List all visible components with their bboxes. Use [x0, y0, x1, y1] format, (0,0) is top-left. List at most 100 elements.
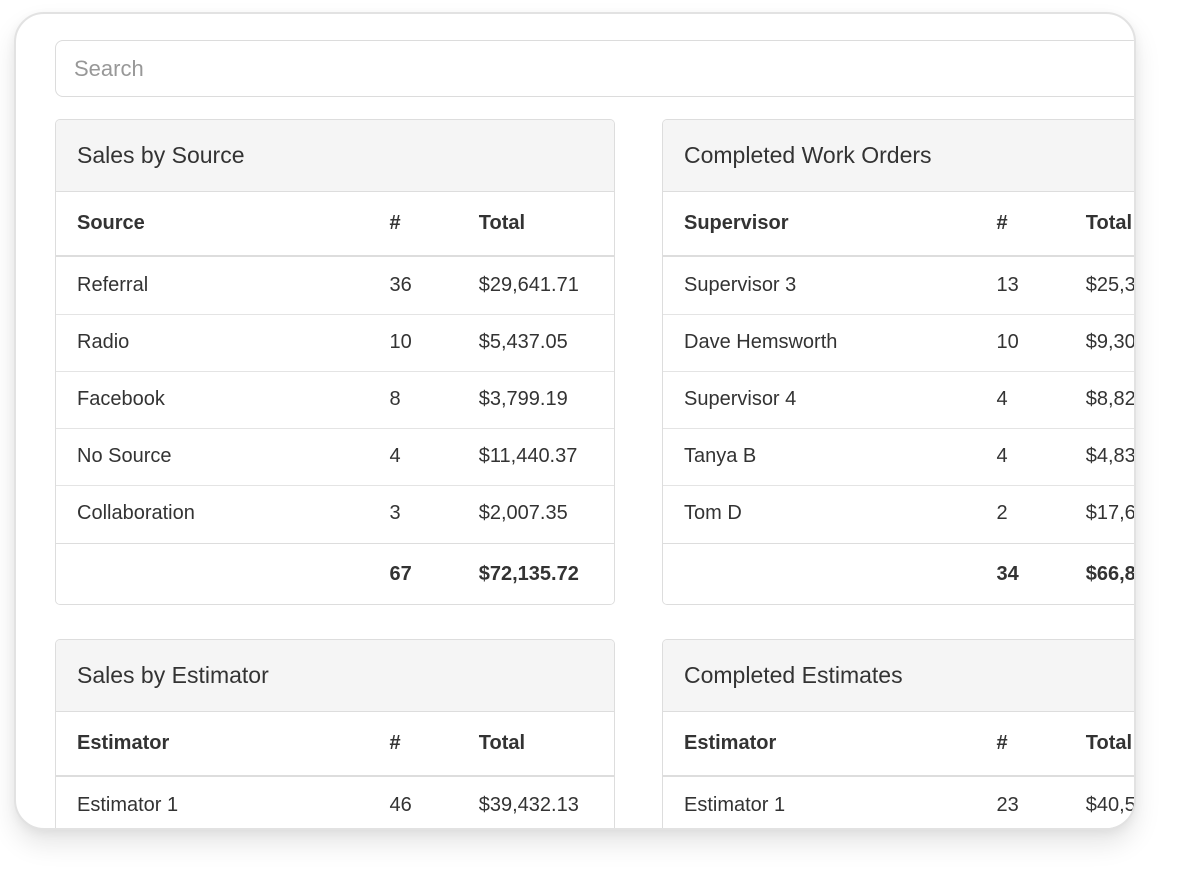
total-amount: $72,135.72: [478, 562, 579, 585]
cell-count: 10: [368, 314, 458, 372]
cell-count: 4: [975, 371, 1065, 429]
cell-total[interactable]: $29,641.71: [457, 257, 614, 315]
table-body-sales-by-estimator: Estimator 1 46 $39,432.13: [56, 777, 614, 828]
table-total-row: 67 $72,135.72: [56, 544, 614, 604]
total-count: 34: [996, 562, 1019, 585]
column-header-total[interactable]: Total: [457, 712, 614, 777]
column-header-total[interactable]: Total: [457, 192, 614, 257]
table-row[interactable]: Dave Hemsworth 10 $9,305.00: [663, 314, 1134, 372]
panel-title: Completed Estimates: [684, 662, 903, 688]
table-row[interactable]: Estimator 1 46 $39,432.13: [56, 777, 614, 828]
cell-count: 4: [368, 428, 458, 486]
cell-name: Estimator 1: [684, 794, 786, 816]
table-row[interactable]: Tanya B 4 $4,831.25: [663, 428, 1134, 486]
table-header-row: Estimator # Total: [663, 712, 1134, 777]
table-row[interactable]: Radio 10 $5,437.05: [56, 314, 614, 372]
table-body-completed-estimates: Estimator 1 23 $40,562.00: [663, 777, 1136, 828]
cell-count: 2: [996, 502, 1008, 525]
column-header-name[interactable]: Estimator: [56, 712, 369, 777]
panel-body: Estimator # Total Estimator 1: [663, 712, 1136, 828]
cell-total[interactable]: $8,825.40: [1064, 371, 1134, 429]
cell-count: 4: [975, 428, 1065, 486]
search-row: [55, 40, 1134, 97]
panel-body: Estimator # Total Estimator 1: [56, 712, 614, 828]
cell-count: 46: [389, 794, 412, 816]
app-content: Sales by Source Source # Total: [16, 14, 1136, 828]
cell-total[interactable]: $3,799.19: [457, 371, 614, 429]
table-body-sales-by-source: Referral 36 $29,641.71 Radio 10 $5,437.0…: [56, 257, 614, 542]
cell-total[interactable]: $39,432.13: [478, 794, 579, 816]
cell-name: Estimator 1: [77, 794, 179, 816]
panel-completed-estimates: Completed Estimates Estimator # Total: [662, 639, 1136, 828]
table-scroll-area[interactable]: Supervisor 3 13 $25,337.25 Dave Hemswort…: [663, 257, 1136, 544]
cell-name: Supervisor 4: [663, 371, 976, 429]
cell-count: 13: [975, 257, 1065, 315]
cell-name: Radio: [56, 314, 369, 372]
column-header-total[interactable]: Total: [1064, 192, 1134, 257]
table-row[interactable]: Supervisor 4 4 $8,825.40: [663, 371, 1134, 429]
column-header-total[interactable]: Total: [1064, 712, 1134, 777]
cell-total[interactable]: $2,007.35: [478, 502, 568, 525]
table-head-completed-estimates: Estimator # Total: [663, 712, 1134, 777]
panel-sales-by-source: Sales by Source Source # Total: [55, 119, 615, 605]
table-row[interactable]: Collaboration 3 $2,007.35: [56, 485, 614, 542]
panel-heading: Completed Estimates: [663, 640, 1134, 712]
cell-total[interactable]: $11,440.37: [457, 428, 614, 486]
panel-title: Sales by Estimator: [77, 662, 269, 688]
cell-total[interactable]: $4,831.25: [1064, 428, 1134, 486]
cell-name: Referral: [56, 257, 369, 315]
cell-count: 10: [975, 314, 1065, 372]
panel-body: Supervisor # Total Supervisor 3: [663, 192, 1136, 604]
search-input[interactable]: [55, 40, 1134, 97]
column-header-name[interactable]: Supervisor: [663, 192, 976, 257]
cell-name: Supervisor 3: [663, 257, 976, 315]
table-footer-completed-work-orders: 34 $66,883.15: [663, 544, 1136, 604]
total-amount: $66,883.15: [1085, 562, 1136, 585]
table-total-row: 34 $66,883.15: [663, 544, 1136, 604]
table-row[interactable]: Facebook 8 $3,799.19: [56, 371, 614, 429]
panel-heading: Sales by Estimator: [56, 640, 614, 712]
total-count: 67: [389, 562, 412, 585]
table-head-completed-work-orders: Supervisor # Total: [663, 192, 1134, 257]
total-label: [663, 544, 975, 604]
dashboard-panel-grid: Sales by Source Source # Total: [55, 119, 1136, 828]
panel-title: Completed Work Orders: [684, 142, 932, 168]
table-scroll-area[interactable]: Estimator 1 23 $40,562.00: [663, 777, 1136, 828]
cell-count: 23: [996, 794, 1019, 816]
cell-name: Dave Hemsworth: [663, 314, 976, 372]
cell-count: 3: [389, 502, 401, 525]
table-row[interactable]: Estimator 1 23 $40,562.00: [663, 777, 1136, 828]
table-head-sales-by-estimator: Estimator # Total: [56, 712, 614, 777]
table-row[interactable]: Tom D 2 $17,605.25: [663, 485, 1136, 542]
cell-count: 36: [368, 257, 458, 315]
column-header-count[interactable]: #: [368, 712, 458, 777]
table-scroll-area[interactable]: Estimator 1 46 $39,432.13: [56, 777, 614, 828]
cell-total[interactable]: $25,337.25: [1064, 257, 1134, 315]
cell-total[interactable]: $40,562.00: [1085, 794, 1136, 816]
column-header-name[interactable]: Estimator: [663, 712, 976, 777]
cell-count: 8: [368, 371, 458, 429]
table-header-row: Source # Total: [56, 192, 614, 257]
app-card-frame: Sales by Source Source # Total: [14, 12, 1136, 830]
column-header-count[interactable]: #: [975, 192, 1065, 257]
table-row[interactable]: Referral 36 $29,641.71: [56, 257, 614, 315]
column-header-name[interactable]: Source: [56, 192, 369, 257]
cell-total[interactable]: $9,305.00: [1064, 314, 1134, 372]
table-header-row: Supervisor # Total: [663, 192, 1134, 257]
column-header-count[interactable]: #: [368, 192, 458, 257]
panel-body: Source # Total Referral: [56, 192, 614, 604]
cell-total[interactable]: $5,437.05: [457, 314, 614, 372]
panel-heading: Sales by Source: [56, 120, 614, 192]
table-row[interactable]: Supervisor 3 13 $25,337.25: [663, 257, 1134, 315]
cell-name: Facebook: [56, 371, 369, 429]
table-scroll-area[interactable]: Referral 36 $29,641.71 Radio 10 $5,437.0…: [56, 257, 614, 544]
panel-completed-work-orders: Completed Work Orders Supervisor # Total: [662, 119, 1136, 605]
panel-heading: Completed Work Orders: [663, 120, 1134, 192]
panel-sales-by-estimator: Sales by Estimator Estimator # Total: [55, 639, 615, 828]
table-row[interactable]: No Source 4 $11,440.37: [56, 428, 614, 486]
table-head-sales-by-source: Source # Total: [56, 192, 614, 257]
cell-total[interactable]: $17,605.25: [1085, 502, 1136, 525]
column-header-count[interactable]: #: [975, 712, 1065, 777]
table-body-completed-work-orders: Supervisor 3 13 $25,337.25 Dave Hemswort…: [663, 257, 1136, 542]
